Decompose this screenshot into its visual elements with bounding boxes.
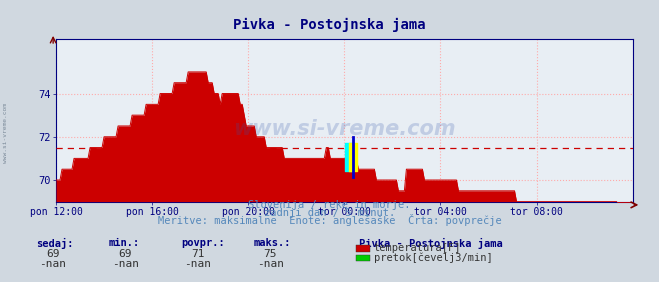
Text: Pivka - Postojnska jama: Pivka - Postojnska jama [233, 18, 426, 32]
Text: maks.:: maks.: [254, 238, 291, 248]
Text: 69: 69 [46, 249, 59, 259]
Text: Slovenija / reke in morje.: Slovenija / reke in morje. [248, 200, 411, 210]
Text: www.si-vreme.com: www.si-vreme.com [233, 119, 455, 139]
Text: -nan: -nan [185, 259, 211, 268]
Text: -nan: -nan [40, 259, 66, 268]
Text: sedaj:: sedaj: [36, 238, 74, 249]
Text: temperatura[F]: temperatura[F] [374, 243, 461, 254]
Text: Meritve: maksimalne  Enote: anglešaške  Črta: povprečje: Meritve: maksimalne Enote: anglešaške Čr… [158, 214, 501, 226]
Text: pretok[čevelj3/min]: pretok[čevelj3/min] [374, 252, 492, 263]
Text: min.:: min.: [109, 238, 140, 248]
Text: -nan: -nan [257, 259, 283, 268]
Text: Pivka - Postojnska jama: Pivka - Postojnska jama [359, 238, 503, 249]
Text: www.si-vreme.com: www.si-vreme.com [3, 103, 8, 162]
Text: 75: 75 [264, 249, 277, 259]
Text: 69: 69 [119, 249, 132, 259]
Text: -nan: -nan [112, 259, 138, 268]
Text: zadnji dan / 5 minut.: zadnji dan / 5 minut. [264, 208, 395, 218]
Text: povpr.:: povpr.: [181, 238, 225, 248]
Text: 71: 71 [191, 249, 204, 259]
